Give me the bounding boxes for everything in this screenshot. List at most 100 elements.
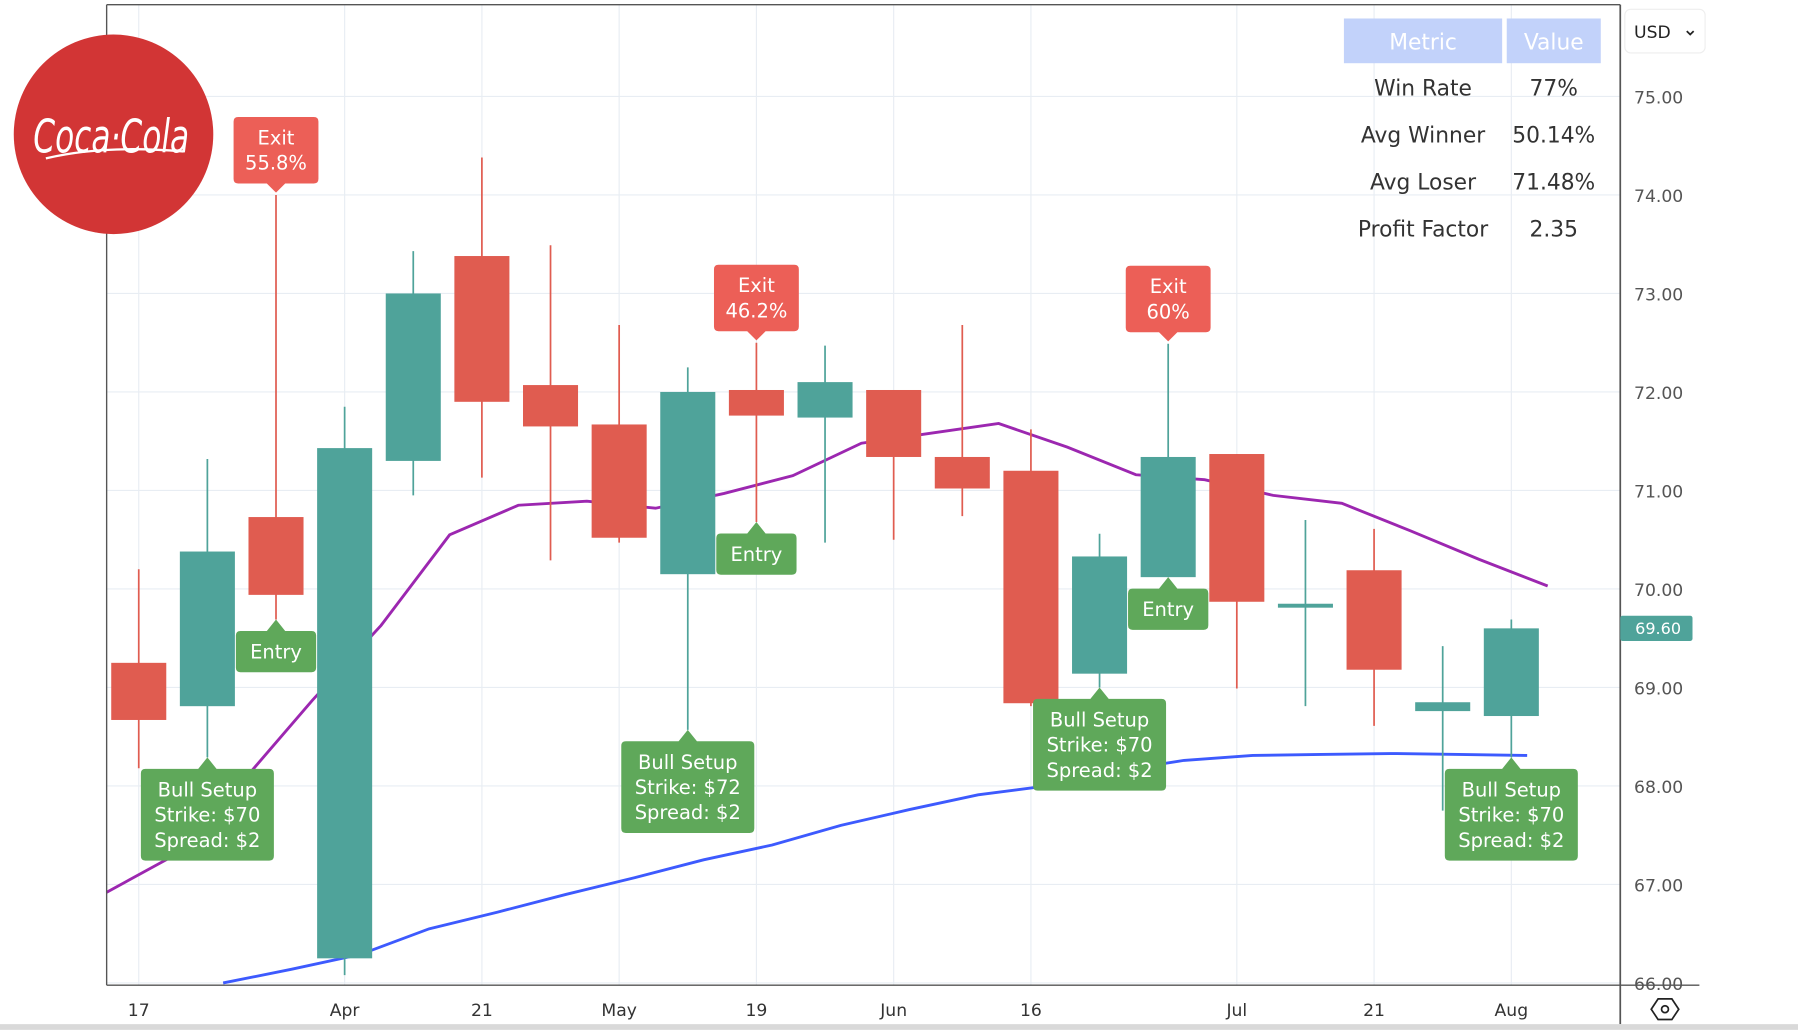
entry-label: Entry [716, 521, 797, 575]
y-tick-label: 72.00 [1634, 384, 1683, 404]
x-tick-label: 21 [471, 1001, 493, 1021]
annotation-text: 55.8% [245, 152, 307, 175]
x-tick-label: Apr [330, 1001, 361, 1021]
table-metric: Win Rate [1374, 76, 1472, 101]
coca-cola-logo: Coca·Cola [13, 34, 214, 235]
candle [1140, 343, 1196, 578]
table-metric: Avg Winner [1361, 123, 1485, 148]
candle-body [591, 424, 647, 538]
currency-dropdown[interactable]: USD [1624, 8, 1706, 54]
annotation-text: Bull Setup [158, 778, 257, 801]
table-metric: Profit Factor [1358, 217, 1488, 242]
time-axis[interactable]: 17 Apr 21 May 19 Jun 16 Jul 21 Aug [128, 1001, 1528, 1021]
x-tick-label: 19 [745, 1001, 767, 1021]
candle-body [1140, 456, 1196, 578]
candle [1277, 520, 1333, 707]
entry-label: Entry [235, 619, 317, 673]
header-value: Value [1524, 30, 1584, 55]
candle-body [797, 382, 853, 418]
candle-body [660, 391, 716, 575]
annotation-text: Spread: $2 [1458, 829, 1564, 852]
candle [797, 345, 853, 543]
annotation-text: Exit [738, 274, 775, 297]
y-tick-label: 67.00 [1634, 876, 1683, 896]
annotation-text: Exit [1150, 275, 1187, 298]
candle [1483, 619, 1539, 758]
candle [523, 245, 579, 561]
candle-body [1483, 628, 1539, 717]
x-tick-label: Aug [1495, 1001, 1529, 1021]
annotation-text: Bull Setup [1050, 708, 1149, 731]
annotation-text: Entry [730, 543, 782, 566]
table-metric: Avg Loser [1370, 170, 1476, 195]
y-tick-label: 71.00 [1634, 482, 1683, 502]
candle [934, 324, 990, 517]
candle [385, 251, 441, 496]
candle-body [523, 385, 579, 427]
price-axis[interactable]: 75.00 74.00 73.00 72.00 71.00 70.00 69.00 68.00… [1634, 88, 1683, 995]
y-tick-label: 70.00 [1634, 581, 1683, 601]
candle-body [1346, 570, 1402, 670]
candle-body [866, 389, 922, 457]
y-tick-label: 68.00 [1634, 778, 1683, 798]
annotation-text: 60% [1147, 300, 1190, 323]
y-tick-label: 73.00 [1634, 285, 1683, 305]
x-tick-label: Jul [1225, 1001, 1247, 1021]
annotation-text: Strike: $70 [154, 804, 260, 827]
annotation-text: Strike: $70 [1047, 734, 1153, 757]
candle [728, 342, 784, 522]
candle-body [1277, 603, 1333, 608]
x-tick-label: 16 [1020, 1001, 1042, 1021]
y-tick-label: 75.00 [1634, 88, 1683, 108]
candle-body [934, 456, 990, 489]
candle [866, 389, 922, 540]
annotation-text: 46.2% [725, 299, 787, 322]
gear-icon [1650, 998, 1680, 1021]
candles [111, 157, 1539, 976]
y-tick-label: 66.00 [1634, 975, 1683, 995]
candle-body [454, 256, 510, 402]
annotation-text: Spread: $2 [635, 801, 741, 824]
candle [1003, 429, 1059, 707]
chevron-down-icon [1686, 30, 1695, 36]
candle-body [179, 551, 235, 707]
candle-body [385, 293, 441, 461]
candle [317, 406, 373, 976]
annotation-text: Exit [258, 127, 295, 150]
settings-button[interactable] [1650, 998, 1680, 1021]
candle [179, 458, 235, 758]
candle-body [1209, 454, 1265, 602]
x-tick-label: May [601, 1001, 637, 1021]
candle [1209, 454, 1265, 689]
candle-body [1072, 556, 1128, 674]
last-price-label: 69.60 [1635, 619, 1681, 638]
x-tick-label: 17 [128, 1001, 150, 1021]
annotation-text: Entry [250, 640, 302, 663]
candle [591, 324, 647, 543]
candle-body [1003, 470, 1059, 704]
candle [1072, 533, 1128, 688]
last-price-badge: 69.60 [1620, 615, 1693, 641]
entry-label: Entry [1128, 577, 1209, 630]
x-tick-label: Jun [879, 1001, 907, 1021]
candle-body [317, 448, 373, 959]
annotation-text: Bull Setup [638, 751, 737, 774]
candle-body [111, 662, 167, 720]
x-tick-label: 21 [1363, 1001, 1385, 1021]
candle [1346, 528, 1402, 726]
annotation-text: Bull Setup [1462, 778, 1561, 801]
currency-label: USD [1634, 23, 1671, 43]
annotation-text: Spread: $2 [1046, 759, 1152, 782]
candle [248, 194, 304, 620]
y-tick-label: 69.00 [1634, 679, 1683, 699]
series-ma-slow [222, 752, 1528, 985]
annotation-text: Strike: $70 [1458, 804, 1564, 827]
candle [1415, 646, 1471, 811]
